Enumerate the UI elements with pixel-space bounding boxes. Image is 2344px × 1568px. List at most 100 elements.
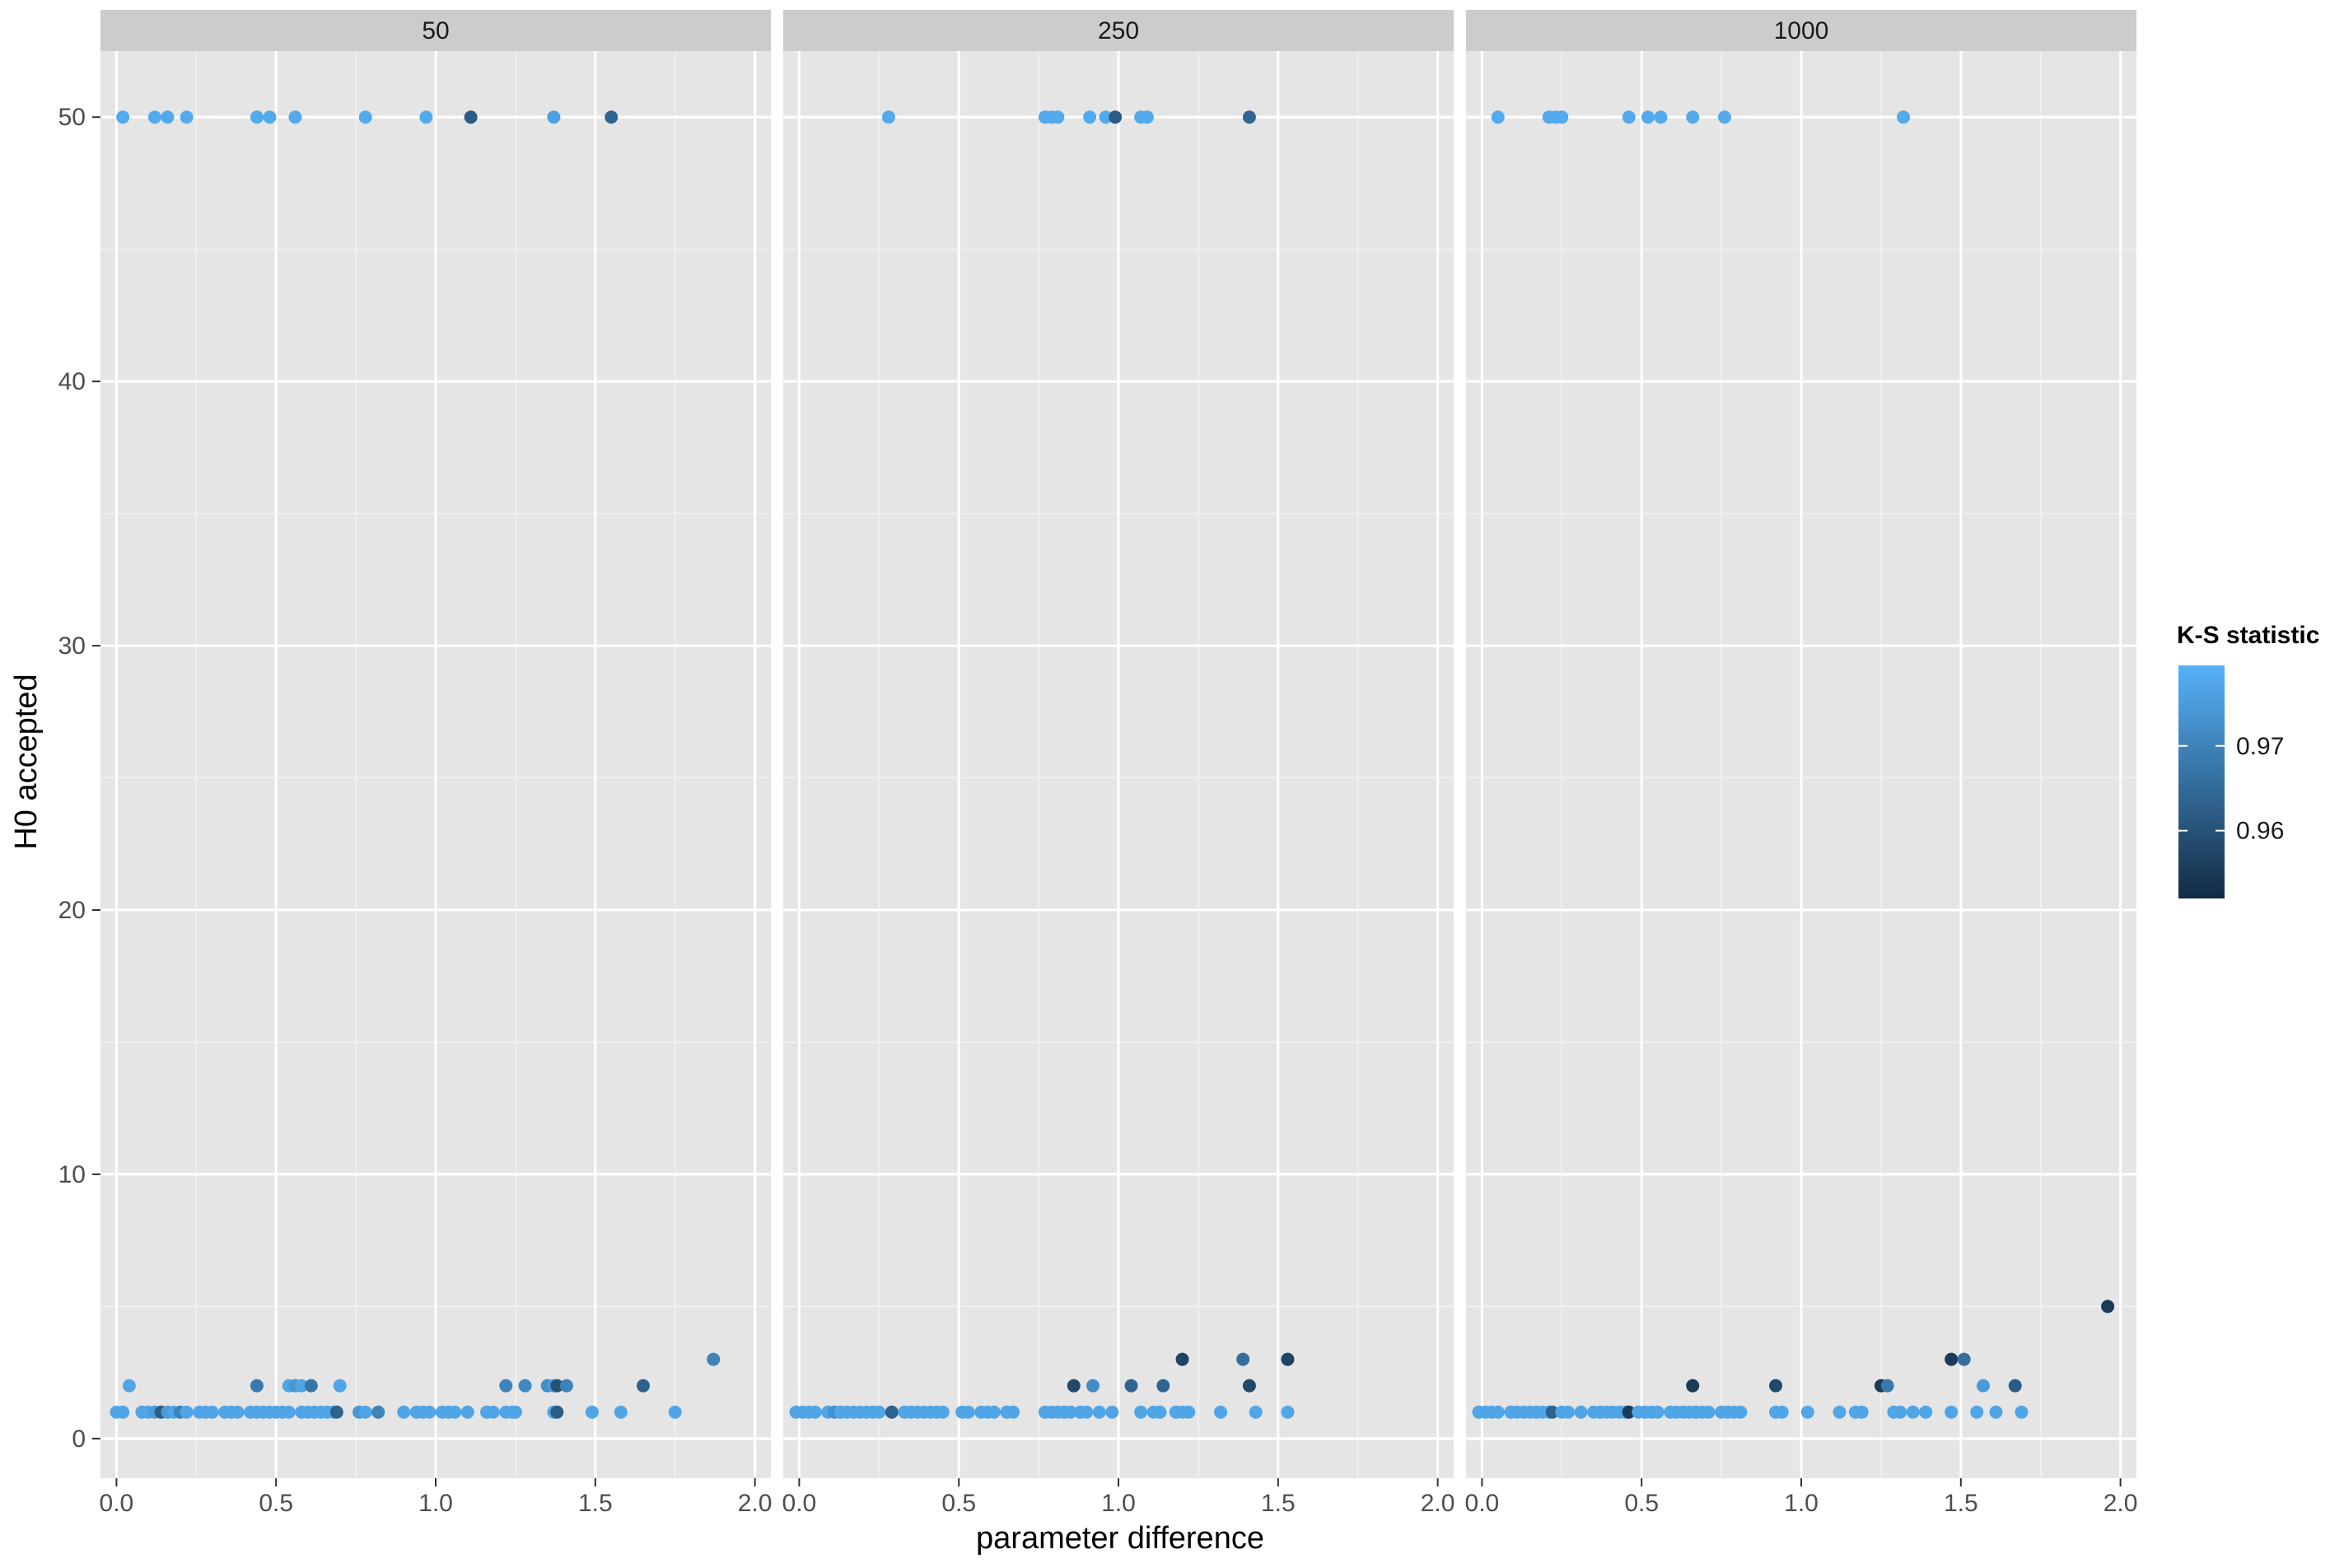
data-point [1140,110,1154,124]
data-point [1686,1379,1700,1393]
data-point [1105,1405,1119,1419]
points-1000 [1472,110,2115,1419]
data-point [605,110,619,124]
y-axis-title: H0 accepted [9,674,44,849]
data-point [1654,110,1668,124]
data-point [668,1405,682,1419]
data-point [508,1405,522,1419]
data-point [288,110,302,124]
x-axis-title: parameter difference [976,1521,1264,1556]
data-point [885,1405,899,1419]
facet-strip [1466,10,2136,51]
data-point [518,1379,532,1393]
x-tick-label: 0.0 [100,1490,134,1517]
x-tick-label: 1.5 [1261,1490,1296,1517]
data-point [1092,1405,1106,1419]
data-point [1855,1405,1869,1419]
data-point [358,1405,372,1419]
facet-strip-label: 250 [1098,17,1139,44]
data-point [464,110,478,124]
data-point [2101,1300,2115,1314]
data-point [263,110,277,124]
data-point [1086,1379,1100,1393]
data-point [1063,1405,1077,1419]
data-point [1175,1352,1189,1366]
x-tick-label: 1.5 [578,1490,613,1517]
axis-layer: 0 10 20 30 40 50 [58,104,100,1453]
data-point [116,110,130,124]
data-point [1717,110,1731,124]
data-point [1545,1405,1559,1419]
facet-panel-1000: 1000 0.0 0.5 1.0 1.5 2.0 [1465,10,2138,1517]
x-tick-label: 0.0 [1465,1490,1500,1517]
data-point [122,1379,136,1393]
data-point [1236,1352,1250,1366]
data-point [1124,1379,1138,1393]
data-point [1734,1405,1748,1419]
facet-strip-label: 1000 [1774,17,1829,44]
legend-tick-label: 0.96 [2236,818,2284,845]
data-point [559,1379,573,1393]
data-point [1491,110,1505,124]
data-point [1214,1405,1228,1419]
data-point [1651,1405,1665,1419]
data-point [1109,110,1123,124]
legend-title: K-S statistic [2177,622,2319,649]
x-tick-label: 1.0 [1784,1490,1819,1517]
data-point [1099,110,1113,124]
data-point [1800,1405,1814,1419]
data-point [1242,1379,1256,1393]
data-point [1006,1405,1020,1419]
legend-tick-label: 0.97 [2236,733,2284,760]
data-point [419,110,433,124]
data-point [1622,1405,1636,1419]
data-point [1080,1405,1094,1419]
data-point [1134,1405,1148,1419]
y-tick-label: 30 [58,632,86,660]
data-point [1989,1405,2003,1419]
y-tick-label: 50 [58,104,86,131]
data-point [547,110,561,124]
data-point [2008,1379,2022,1393]
data-point [329,1405,343,1419]
data-point [636,1379,650,1393]
data-point [250,110,264,124]
data-point [1906,1405,1920,1419]
x-tick-label: 2.0 [2104,1490,2138,1517]
x-tick-label: 2.0 [738,1490,773,1517]
data-point [1768,1379,1782,1393]
y-tick-label: 10 [58,1161,86,1188]
x-tick-label: 1.5 [1944,1490,1978,1517]
data-point [1641,110,1655,124]
data-point [1775,1405,1789,1419]
data-point [499,1379,513,1393]
data-point [282,1405,296,1419]
data-point [1574,1405,1588,1419]
data-point [2015,1405,2029,1419]
data-point [1051,110,1065,124]
y-tick-label: 20 [58,897,86,924]
data-point [1897,110,1911,124]
data-point [1957,1352,1971,1366]
x-tick-label: 0.5 [1624,1490,1659,1517]
data-point [180,1405,194,1419]
x-tick-label: 0.5 [259,1490,293,1517]
data-point [295,1379,309,1393]
data-point [448,1405,462,1419]
data-point [397,1405,411,1419]
x-tick-label: 0.5 [941,1490,976,1517]
data-point [1281,1352,1295,1366]
panels-layer: 50 0.0 0.5 1.0 1.5 2.0 250 0.0 0.5 1.0 1.5 2.0 1000 0… [100,10,2138,1517]
x-tick-label: 1.0 [1101,1490,1136,1517]
data-point [1182,1405,1196,1419]
data-point [180,110,194,124]
data-point [333,1379,347,1393]
x-tick-label: 2.0 [1421,1490,1455,1517]
data-point [1945,1352,1959,1366]
x-tick-label: 1.0 [418,1490,453,1517]
data-point [585,1405,599,1419]
data-point [486,1405,500,1419]
data-point [1970,1405,1984,1419]
